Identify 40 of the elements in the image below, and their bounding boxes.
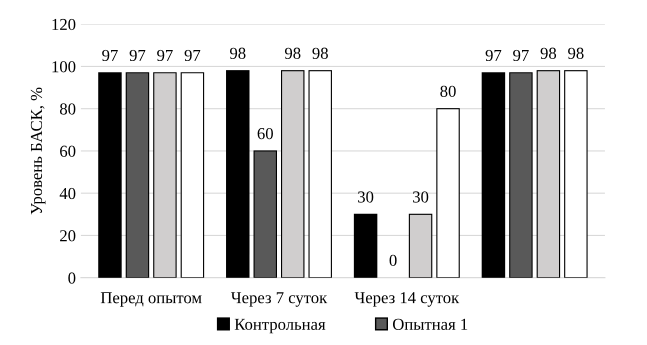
data-label: 80 bbox=[440, 86, 456, 97]
data-label: 98 bbox=[312, 48, 328, 59]
data-label: 30 bbox=[358, 191, 374, 203]
data-label: 97 bbox=[102, 50, 118, 62]
y-tick-label: 80 bbox=[60, 103, 76, 115]
data-label: 97 bbox=[513, 50, 529, 62]
bar bbox=[482, 72, 506, 278]
bar bbox=[564, 70, 588, 278]
bar bbox=[436, 108, 460, 278]
data-label: 97 bbox=[184, 50, 200, 62]
data-label: 97 bbox=[486, 50, 502, 62]
data-label: 60 bbox=[258, 128, 273, 140]
x-tick-label: Через 7 суток bbox=[230, 292, 328, 307]
bar bbox=[98, 72, 122, 278]
y-tick-label: 20 bbox=[60, 230, 76, 242]
data-label: 98 bbox=[540, 48, 556, 59]
y-tick-label: 120 bbox=[52, 18, 76, 30]
bar bbox=[509, 72, 533, 278]
data-label: 98 bbox=[568, 48, 584, 59]
data-label: 98 bbox=[230, 48, 246, 59]
y-axis-title: Уровень БАСК, % bbox=[30, 88, 46, 214]
x-tick-label: Через 14 суток bbox=[354, 292, 460, 307]
y-tick-label: 0 bbox=[68, 272, 76, 284]
data-label: 97 bbox=[130, 50, 146, 62]
data-label: 0 bbox=[390, 254, 397, 266]
data-label: 98 bbox=[284, 48, 300, 59]
bar bbox=[254, 150, 277, 278]
bar bbox=[126, 72, 150, 278]
y-tick-label: 40 bbox=[60, 188, 76, 200]
x-tick-label: Перед опытом bbox=[100, 292, 202, 307]
legend-label: Опытная 1 bbox=[392, 318, 468, 330]
y-tick-label: 100 bbox=[52, 61, 76, 72]
bar bbox=[180, 72, 204, 278]
bar bbox=[354, 214, 378, 278]
data-label: 30 bbox=[413, 191, 428, 203]
y-tick-label: 60 bbox=[60, 146, 76, 157]
data-label: 97 bbox=[157, 50, 173, 62]
bar bbox=[226, 70, 250, 278]
bar bbox=[308, 70, 332, 278]
legend-label: Контрольная bbox=[234, 318, 326, 334]
